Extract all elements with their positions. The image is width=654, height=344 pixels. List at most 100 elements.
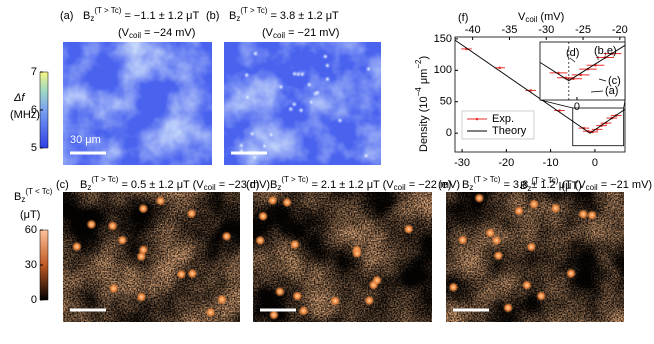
panel-label: (c) (56, 179, 69, 191)
vortex (308, 99, 315, 106)
panel-title: Bz(T > Tc) = −1.1 ± 1.2 μT (83, 6, 199, 23)
vortex (403, 224, 414, 235)
text-segment: (T > Tc) (473, 175, 500, 184)
x2-tick-label: -35 (502, 24, 518, 36)
text-segment: z (527, 184, 531, 193)
y-tick-label: 0 (446, 127, 452, 139)
text-segment: (T > Tc) (240, 6, 267, 15)
legend-marker (475, 117, 479, 121)
vortex (306, 81, 313, 88)
y-axis-label: Density (10−4 μm−2) (414, 56, 430, 152)
vortex (365, 65, 372, 72)
vortex (485, 227, 496, 238)
text-segment: V (518, 11, 526, 23)
legend-box (461, 110, 535, 140)
colorbar-tick-label: 0 (31, 294, 37, 306)
text-segment: z (87, 183, 91, 192)
annotation-arrow (598, 78, 607, 82)
colorbar-unit: (MHz) (10, 109, 40, 121)
text-segment: (T > Tc) (94, 6, 121, 15)
vortex (364, 295, 375, 306)
vortex (314, 89, 321, 96)
vortex (324, 76, 331, 83)
text-segment: (T > Tc) (91, 175, 118, 184)
text-segment: = 2.1 ± 1.2 μT (V (308, 179, 394, 191)
text-segment: coil (204, 183, 216, 192)
text-segment: z (90, 14, 94, 23)
vortex (372, 275, 383, 286)
data-point (498, 66, 502, 70)
vortex (268, 131, 275, 138)
text-segment: z (236, 14, 240, 23)
vortex (221, 231, 232, 242)
theory-line (540, 44, 625, 82)
text-segment: z (277, 183, 281, 192)
panel-image (63, 192, 240, 322)
vortex (298, 305, 309, 316)
panel-title: Bz(T > Tc) = 3.8 ± 1.2 μT (229, 6, 339, 23)
text-segment: coil (273, 31, 285, 40)
x2-axis-label: Vcoil (mV) (518, 11, 564, 24)
inset-tick-label: 0 (574, 101, 580, 113)
vortex (107, 220, 118, 231)
text-segment: (T > Tc) (531, 176, 558, 185)
panel-title: Bz(T > Tc) = 2.1 ± 1.2 μT (Vcoil = −22 m… (270, 175, 460, 192)
vortex (536, 291, 547, 302)
text-segment: coil (129, 31, 141, 40)
panel-subtitle: (Vcoil = −24 mV) (118, 27, 195, 40)
vortex (448, 282, 459, 293)
vortex (586, 210, 597, 221)
data-point (529, 89, 533, 92)
theory-line (454, 39, 626, 134)
vortex (243, 72, 250, 79)
x-tick-label: -10 (543, 157, 559, 169)
vortex (216, 294, 227, 305)
vortex (491, 235, 502, 246)
data-point (579, 73, 582, 77)
panel-label: (d) (246, 179, 259, 191)
vortex (267, 195, 278, 206)
panel-image (253, 192, 432, 322)
panel-label: (a) (60, 10, 73, 22)
text-segment: μm (418, 69, 430, 88)
vortex (287, 106, 294, 113)
panel-image (446, 192, 624, 322)
vortex (298, 107, 305, 114)
colorbar-tick-label: 6 (31, 104, 37, 116)
text-segment: (T > Tc) (281, 175, 308, 184)
scale-bar-label: 30 μm (70, 134, 101, 146)
text-segment: = 3.8 ± 1.2 μT (V (500, 179, 586, 191)
vortex (117, 235, 128, 246)
vortex (457, 234, 468, 245)
text-segment: = −21 mV) (598, 179, 652, 191)
text-segment: (V (262, 27, 274, 39)
panel-title: Bz(T > Tc) = 3.8 ± 1.2 μT (Vcoil = −21 m… (462, 175, 652, 192)
vortex (330, 295, 341, 306)
vortex (252, 50, 259, 57)
vortex (295, 71, 302, 78)
legend-label: Theory (492, 125, 527, 137)
panel-image (224, 42, 381, 165)
text-segment: ) (418, 56, 430, 60)
vortex (244, 94, 251, 101)
text-segment: B (83, 10, 90, 22)
text-segment: coil (525, 15, 537, 24)
zoom-connector (539, 99, 573, 109)
vortex (187, 268, 198, 279)
vortex (277, 83, 284, 90)
x-axis-label: Bz(T > Tc) (μT) (520, 176, 582, 193)
vortex (322, 53, 329, 60)
inset-area (540, 42, 625, 100)
x-tick-label: -30 (454, 157, 470, 169)
vortex (108, 283, 119, 294)
vortex (176, 269, 187, 280)
vortex (363, 152, 370, 159)
text-segment: coil (586, 183, 598, 192)
vortex (474, 193, 485, 204)
text-segment: z (469, 183, 473, 192)
vortex (578, 209, 589, 220)
inset-annotation: (c) (608, 75, 621, 87)
text-segment: (μT) (558, 180, 581, 192)
vortex (324, 62, 331, 69)
